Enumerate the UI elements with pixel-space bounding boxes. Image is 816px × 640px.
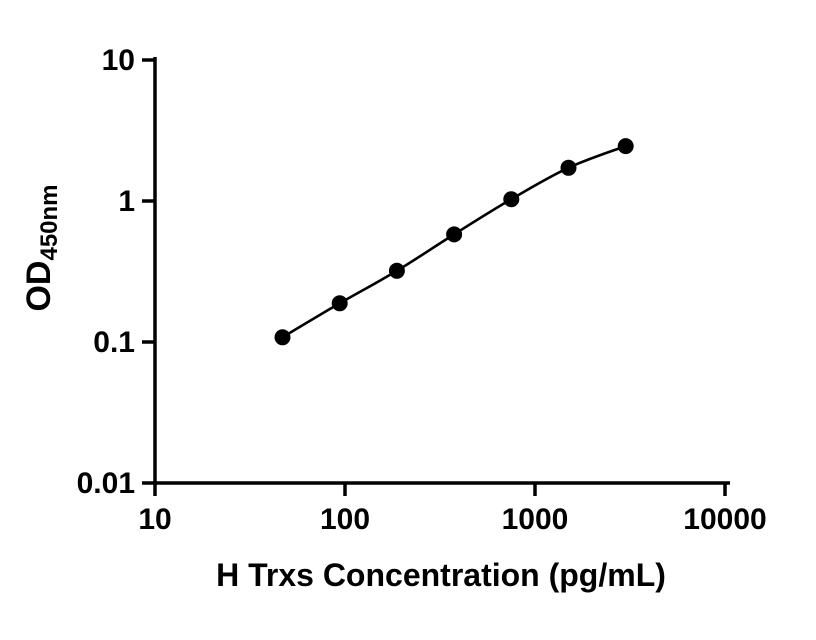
- data-point-marker: [274, 329, 291, 346]
- data-point-marker: [503, 191, 520, 208]
- y-axis-title-main: OD: [20, 261, 58, 312]
- y-axis-title-subscript: 450nm: [36, 184, 63, 260]
- x-tick-label: 100: [320, 503, 370, 536]
- y-axis-title: OD450nm: [20, 184, 63, 311]
- y-tick-label: 0.01: [77, 467, 135, 500]
- x-tick-label: 1000: [502, 503, 569, 536]
- y-tick-label: 0.1: [93, 326, 135, 359]
- data-point-marker: [331, 295, 348, 312]
- x-tick-label: 10: [138, 503, 171, 536]
- x-axis-title: H Trxs Concentration (pg/mL): [216, 557, 666, 593]
- data-point-marker: [617, 138, 634, 155]
- y-tick-label: 1: [118, 185, 135, 218]
- data-point-marker: [446, 226, 463, 243]
- plot-layer: 10 100 1000 10000 0.01 0.1 1 10: [77, 44, 767, 536]
- x-tick-label: 10000: [683, 503, 766, 536]
- y-tick-label: 10: [102, 44, 135, 77]
- data-point-marker: [560, 159, 577, 176]
- data-point-marker: [388, 262, 405, 279]
